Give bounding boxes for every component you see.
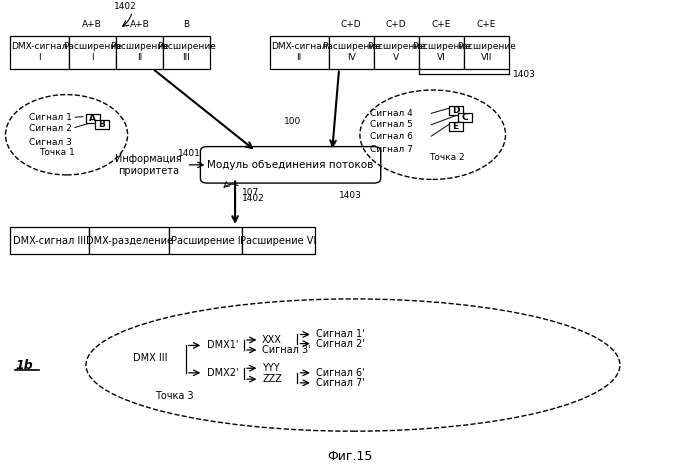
Bar — [169, 227, 242, 254]
Text: Расширение
V: Расширение V — [367, 42, 426, 62]
Text: Информация
приоритета: Информация приоритета — [115, 154, 182, 176]
Bar — [458, 114, 472, 123]
Text: Расширение
II: Расширение II — [110, 42, 169, 62]
Text: DMX-сигнал
I: DMX-сигнал I — [11, 42, 67, 62]
Text: Сигнал 6: Сигнал 6 — [370, 132, 413, 141]
Bar — [116, 36, 163, 68]
Text: 1402: 1402 — [242, 194, 265, 203]
Bar — [270, 36, 329, 68]
Text: XXX: XXX — [262, 335, 282, 345]
Bar — [89, 227, 169, 254]
Text: Расширение
VII: Расширение VII — [457, 42, 516, 62]
Text: Сигнал 1': Сигнал 1' — [315, 330, 364, 340]
Text: E: E — [452, 122, 459, 131]
Bar — [10, 36, 69, 68]
Bar — [95, 120, 109, 129]
Text: Сигнал 5: Сигнал 5 — [370, 120, 413, 129]
Text: Расширение
VI: Расширение VI — [412, 42, 471, 62]
Text: Расширение
III: Расширение III — [157, 42, 216, 62]
Text: 100: 100 — [284, 117, 301, 126]
Bar — [329, 36, 374, 68]
Text: C: C — [461, 114, 468, 123]
Text: C+E: C+E — [432, 20, 451, 29]
Text: Расширение
IV: Расширение IV — [322, 42, 381, 62]
Text: ZZZ: ZZZ — [262, 374, 282, 384]
Text: A: A — [89, 114, 96, 123]
Text: A+B: A+B — [82, 20, 102, 29]
Text: 1401: 1401 — [178, 149, 201, 158]
Bar — [69, 36, 116, 68]
Text: 1b: 1b — [15, 359, 33, 371]
Text: C+D: C+D — [386, 20, 407, 29]
Text: YYY: YYY — [262, 363, 280, 373]
Text: C+D: C+D — [341, 20, 361, 29]
Text: Точка 3: Точка 3 — [155, 390, 194, 400]
Bar — [242, 227, 315, 254]
Bar — [464, 36, 509, 68]
Text: Точка 2: Точка 2 — [429, 153, 465, 162]
Text: DMX-сигнал
II: DMX-сигнал II — [271, 42, 327, 62]
Text: Расширение I: Расширение I — [171, 236, 240, 246]
Text: Сигнал 3: Сигнал 3 — [29, 138, 72, 147]
Text: DMX-разделение: DMX-разделение — [86, 236, 173, 246]
Bar — [419, 36, 464, 68]
Text: Сигнал 2: Сигнал 2 — [29, 124, 72, 133]
Text: Модуль объединения потоков: Модуль объединения потоков — [208, 160, 374, 170]
Bar — [86, 114, 100, 123]
FancyBboxPatch shape — [201, 147, 381, 183]
Bar — [374, 36, 419, 68]
Text: Фиг.15: Фиг.15 — [327, 450, 372, 463]
Text: DMX-сигнал III: DMX-сигнал III — [13, 236, 86, 246]
Text: Точка 1: Точка 1 — [39, 149, 75, 158]
Text: Расширение VI: Расширение VI — [240, 236, 317, 246]
Text: Сигнал 3': Сигнал 3' — [262, 345, 311, 355]
Text: D: D — [452, 105, 459, 114]
Text: Расширение
I: Расширение I — [63, 42, 122, 62]
Text: 1403: 1403 — [339, 191, 362, 200]
Text: Сигнал 2': Сигнал 2' — [315, 339, 364, 349]
Text: Сигнал 1: Сигнал 1 — [29, 113, 72, 122]
Text: Сигнал 7': Сигнал 7' — [315, 378, 364, 388]
Text: Сигнал 6': Сигнал 6' — [315, 368, 364, 378]
Text: 1402: 1402 — [114, 2, 137, 11]
Text: Сигнал 4: Сигнал 4 — [370, 109, 413, 118]
Text: B: B — [183, 20, 189, 29]
Text: A+B: A+B — [129, 20, 150, 29]
Text: DMX1': DMX1' — [207, 341, 238, 351]
Bar — [449, 122, 463, 131]
Text: B: B — [99, 120, 106, 129]
Text: Сигнал 7: Сигнал 7 — [370, 145, 413, 154]
Text: C+E: C+E — [477, 20, 496, 29]
Text: DMX2': DMX2' — [207, 368, 238, 378]
Bar — [449, 105, 463, 114]
Text: 107: 107 — [242, 188, 259, 197]
Bar — [10, 227, 89, 254]
Text: DMX III: DMX III — [133, 353, 168, 363]
Bar — [163, 36, 210, 68]
Text: 1403: 1403 — [512, 69, 535, 78]
